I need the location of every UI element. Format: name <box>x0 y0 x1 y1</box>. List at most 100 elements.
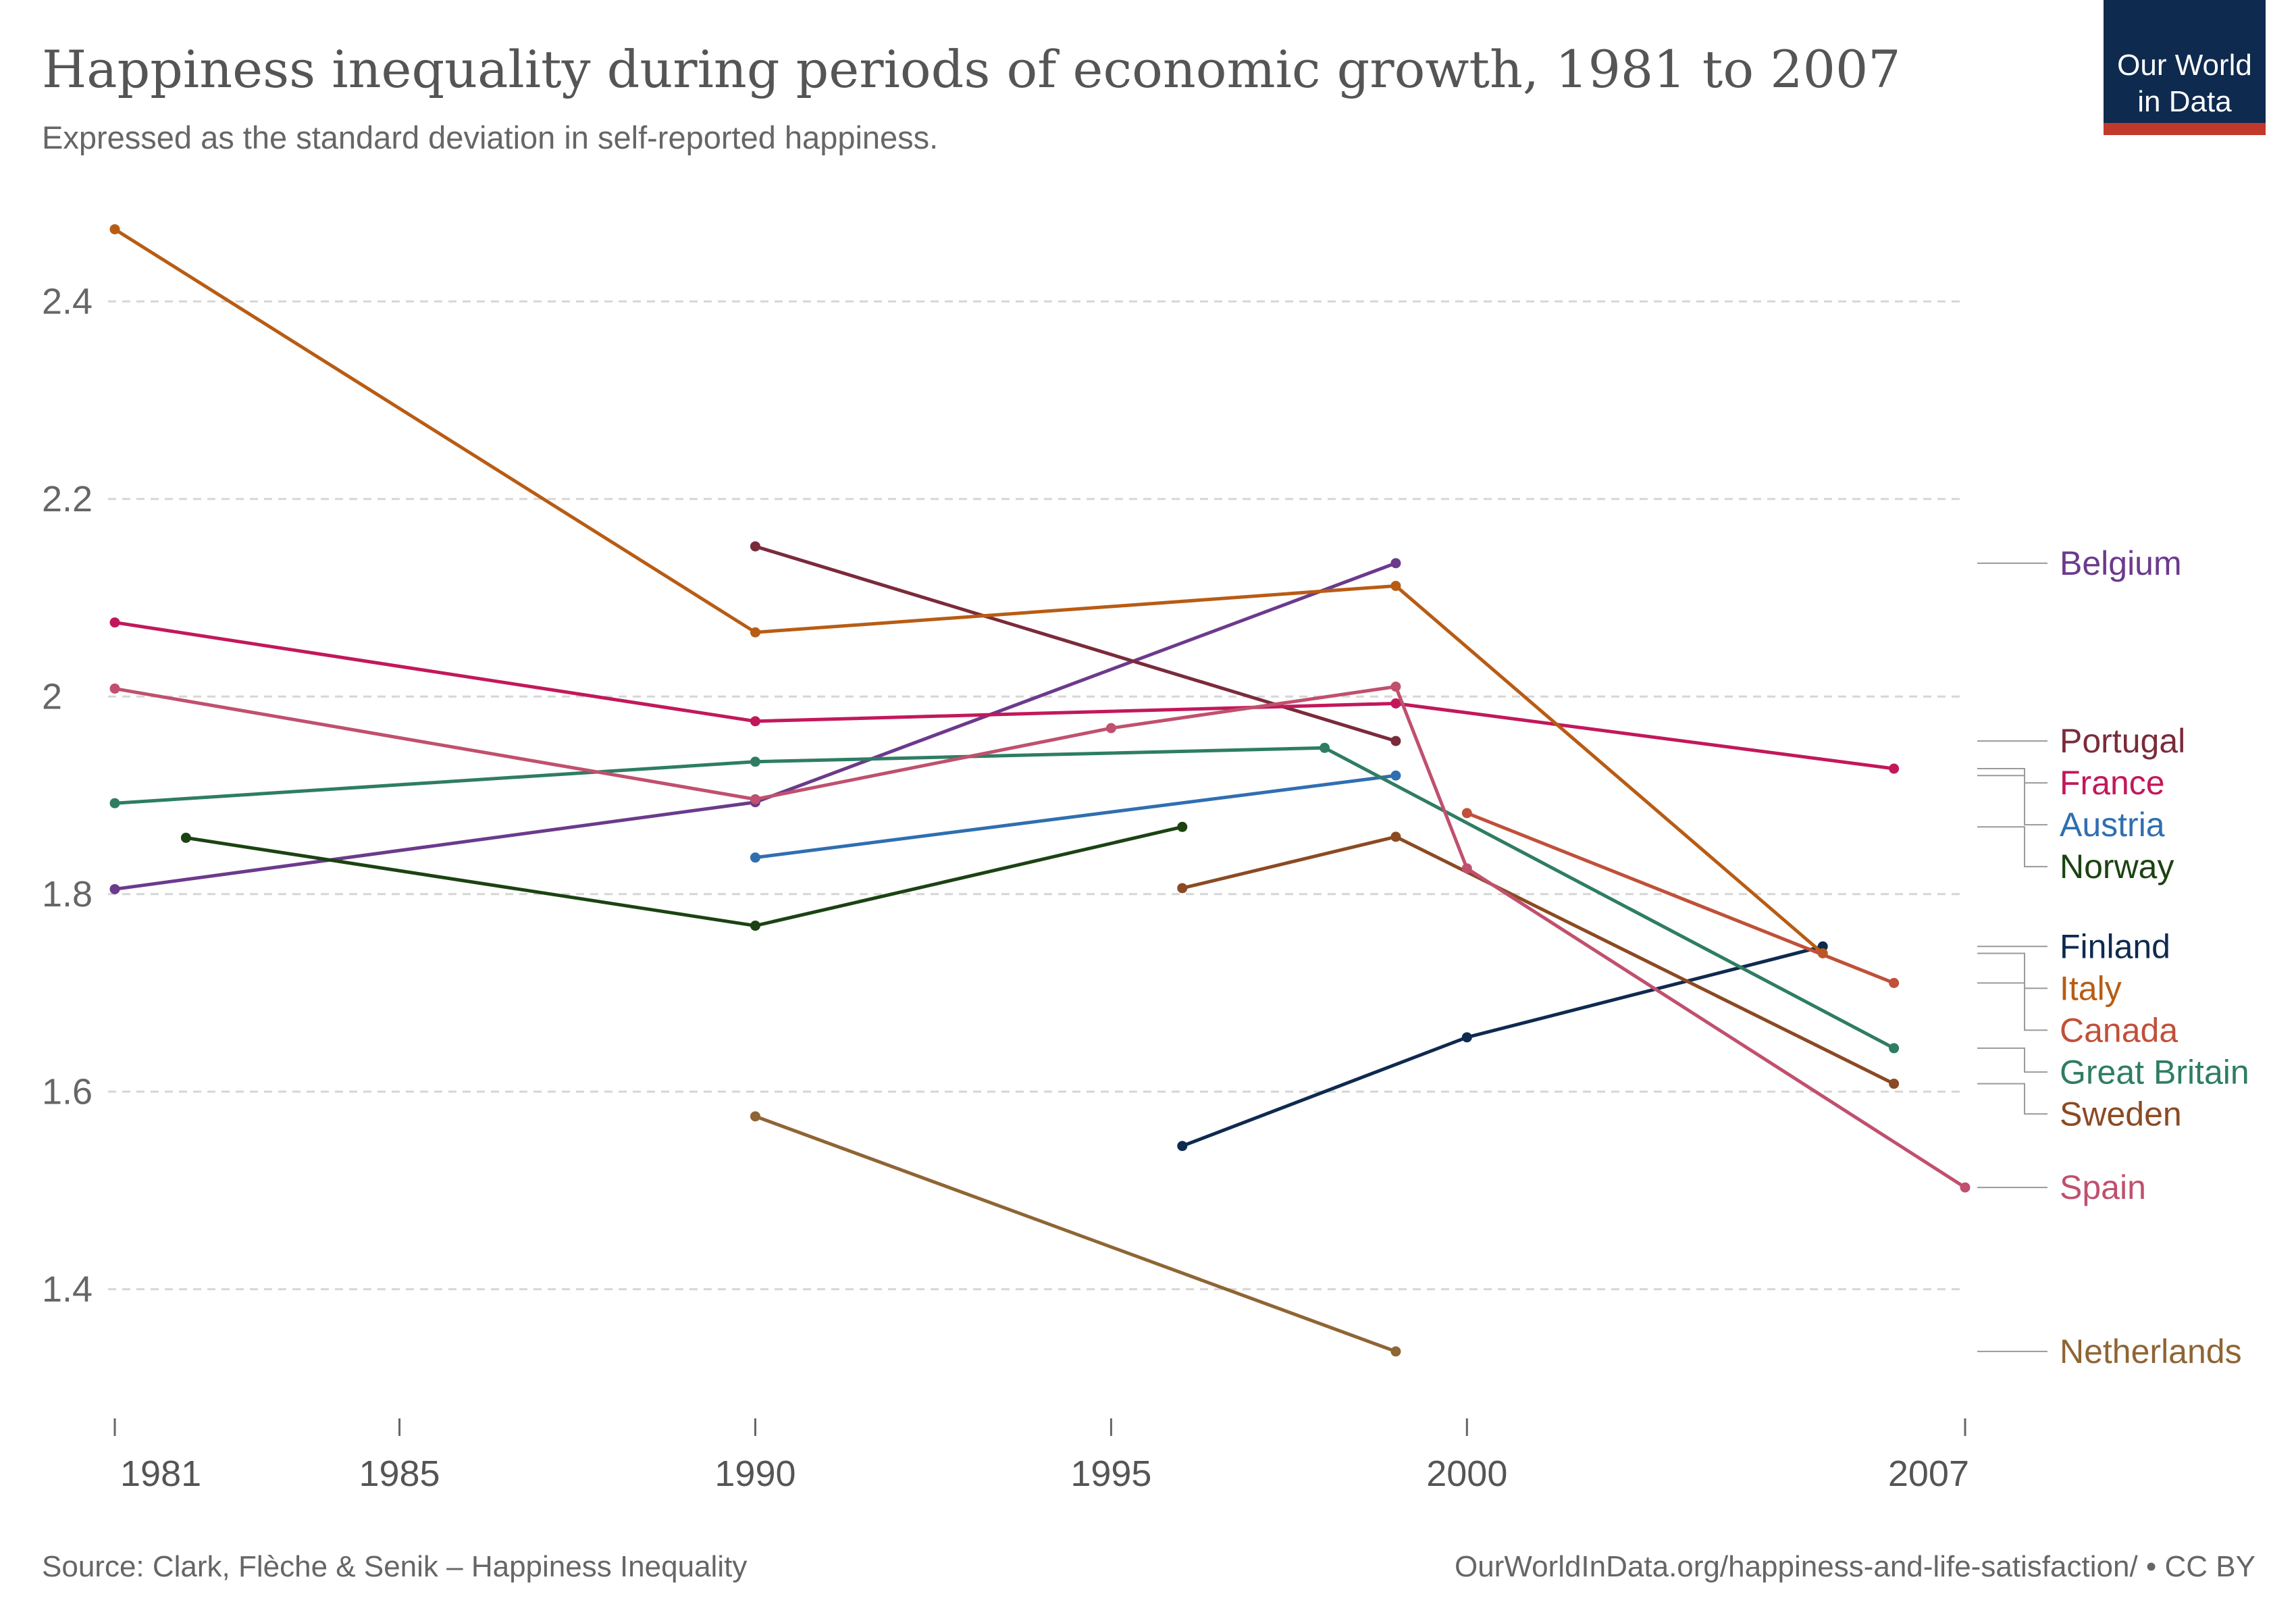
data-point-netherlands[interactable] <box>750 1111 760 1122</box>
series-lines <box>109 224 1971 1357</box>
data-point-great-britain[interactable] <box>109 798 120 808</box>
series-line-france[interactable] <box>113 621 1896 771</box>
logo-line-2: in Data <box>2137 85 2232 118</box>
y-axis-ticks: 1.4 1.6 1.8 2 2.2 2.4 <box>42 281 93 1310</box>
data-point-italy[interactable] <box>109 224 120 234</box>
series-line-portugal[interactable] <box>753 544 1398 743</box>
data-point-spain[interactable] <box>109 684 120 694</box>
data-point-spain[interactable] <box>750 794 760 804</box>
data-point-portugal[interactable] <box>1390 736 1401 746</box>
legend-connector <box>1977 1083 2047 1115</box>
data-point-finland[interactable] <box>1177 1141 1188 1152</box>
legend: Belgium Portugal France Austria Norway Finlan… <box>1977 544 2249 1370</box>
series-spain[interactable] <box>109 681 1971 1193</box>
y-tick-label: 2 <box>42 676 62 717</box>
series-portugal[interactable] <box>750 541 1401 746</box>
legend-label-france[interactable]: France <box>2060 764 2165 802</box>
grid-lines <box>108 300 1965 1291</box>
y-tick-label: 2.4 <box>42 281 93 321</box>
data-point-france[interactable] <box>109 617 120 628</box>
data-point-belgium[interactable] <box>1390 558 1401 569</box>
series-italy[interactable] <box>109 224 1828 958</box>
y-tick-label: 1.8 <box>42 874 93 915</box>
legend-label-belgium[interactable]: Belgium <box>2060 544 2182 582</box>
data-point-portugal[interactable] <box>750 541 760 552</box>
data-point-france[interactable] <box>1889 763 1900 774</box>
data-point-norway[interactable] <box>180 832 191 843</box>
logo-line-1: Our World <box>2117 49 2252 82</box>
series-austria[interactable] <box>750 770 1401 863</box>
logo-accent-bar <box>2104 123 2266 135</box>
series-line-canada[interactable] <box>1465 811 1896 985</box>
legend-label-finland[interactable]: Finland <box>2060 927 2170 965</box>
legend-connector <box>1977 952 2047 989</box>
chart-subtitle: Expressed as the standard deviation in s… <box>42 120 939 155</box>
data-point-norway[interactable] <box>750 921 760 931</box>
series-line-great-britain[interactable] <box>113 746 1896 1050</box>
data-point-great-britain[interactable] <box>1320 742 1330 753</box>
series-line-sweden[interactable] <box>1180 835 1896 1086</box>
series-canada[interactable] <box>1461 808 1900 988</box>
y-tick-label: 2.2 <box>42 479 93 519</box>
chart-title: Happiness inequality during periods of e… <box>42 39 1901 99</box>
legend-label-portugal[interactable]: Portugal <box>2060 722 2185 760</box>
legend-connector <box>1977 1047 2047 1073</box>
data-point-sweden[interactable] <box>1390 831 1401 842</box>
data-point-sweden[interactable] <box>1889 1079 1900 1089</box>
legend-label-great-britain[interactable]: Great Britain <box>2060 1053 2249 1091</box>
data-point-italy[interactable] <box>1390 580 1401 591</box>
legend-label-norway[interactable]: Norway <box>2060 848 2174 885</box>
y-tick-label: 1.6 <box>42 1071 93 1112</box>
series-line-italy[interactable] <box>113 227 1825 955</box>
series-great-britain[interactable] <box>109 742 1900 1054</box>
legend-connector <box>1977 775 2047 826</box>
data-point-netherlands[interactable] <box>1390 1346 1401 1357</box>
x-tick-label: 1981 <box>120 1453 201 1494</box>
series-finland[interactable] <box>1177 941 1828 1152</box>
x-axis-ticks: 1981 1985 1990 1995 2000 2007 <box>113 1418 1969 1494</box>
data-point-norway[interactable] <box>1177 821 1188 832</box>
data-point-great-britain[interactable] <box>1889 1043 1900 1054</box>
data-point-finland[interactable] <box>1461 1032 1472 1043</box>
data-point-austria[interactable] <box>1390 770 1401 781</box>
legend-label-spain[interactable]: Spain <box>2060 1168 2146 1206</box>
data-point-great-britain[interactable] <box>750 756 760 767</box>
data-point-belgium[interactable] <box>109 883 120 894</box>
data-point-sweden[interactable] <box>1177 883 1188 894</box>
data-point-spain[interactable] <box>1390 681 1401 692</box>
series-netherlands[interactable] <box>750 1111 1401 1357</box>
x-tick-label: 2000 <box>1426 1453 1507 1494</box>
x-tick-label: 2007 <box>1888 1453 1969 1494</box>
series-line-netherlands[interactable] <box>753 1114 1398 1354</box>
legend-label-netherlands[interactable]: Netherlands <box>2060 1333 2242 1370</box>
series-line-austria[interactable] <box>753 773 1398 860</box>
x-tick-label: 1990 <box>714 1453 795 1494</box>
data-point-spain[interactable] <box>1105 723 1116 734</box>
legend-label-sweden[interactable]: Sweden <box>2060 1095 2182 1133</box>
series-line-spain[interactable] <box>113 685 1967 1189</box>
series-line-norway[interactable] <box>184 825 1184 928</box>
legend-connector <box>1977 826 2047 868</box>
data-point-italy[interactable] <box>750 627 760 638</box>
data-point-france[interactable] <box>1390 698 1401 709</box>
data-point-spain[interactable] <box>1461 863 1472 874</box>
owid-logo[interactable]: Our World in Data <box>2104 0 2266 135</box>
source-url[interactable]: OurWorldInData.org/happiness-and-life-sa… <box>1454 1550 2255 1583</box>
series-norway[interactable] <box>180 821 1188 931</box>
x-tick-label: 1995 <box>1070 1453 1151 1494</box>
x-tick-label: 1985 <box>359 1453 440 1494</box>
y-tick-label: 1.4 <box>42 1269 93 1310</box>
data-point-canada[interactable] <box>1461 808 1472 819</box>
legend-label-italy[interactable]: Italy <box>2060 969 2122 1007</box>
series-france[interactable] <box>109 617 1900 774</box>
data-point-spain[interactable] <box>1960 1182 1971 1193</box>
legend-label-canada[interactable]: Canada <box>2060 1011 2178 1049</box>
legend-label-austria[interactable]: Austria <box>2060 806 2165 844</box>
series-sweden[interactable] <box>1177 831 1900 1089</box>
data-point-canada[interactable] <box>1889 977 1900 988</box>
data-point-france[interactable] <box>750 716 760 727</box>
data-point-austria[interactable] <box>750 852 760 863</box>
series-line-finland[interactable] <box>1180 944 1825 1148</box>
source-note[interactable]: Source: Clark, Flèche & Senik – Happines… <box>42 1550 748 1583</box>
